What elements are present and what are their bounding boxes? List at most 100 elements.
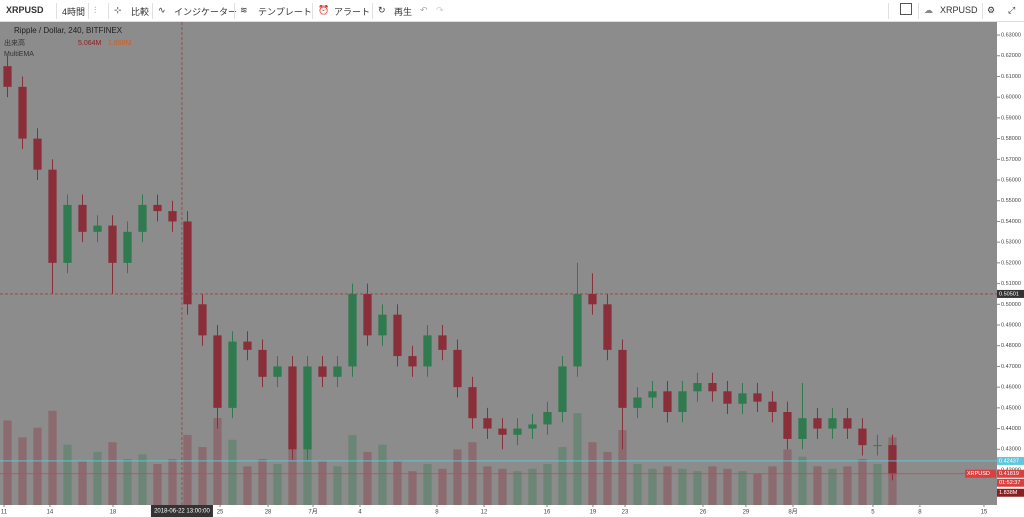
volume-tag (997, 488, 1024, 497)
volume-bar (348, 434, 357, 505)
volume-bar (168, 459, 177, 505)
candle-body (168, 211, 177, 222)
y-tick-label: 0.54000 (1001, 219, 1021, 225)
volume-bar (753, 473, 762, 505)
candle-body (273, 366, 282, 377)
x-tick-label: 8月 (788, 509, 797, 516)
candle-body (138, 204, 147, 232)
volume-bar (783, 449, 792, 505)
chart-style[interactable]: ⫶ (94, 5, 97, 15)
volume-bar (798, 456, 807, 505)
candle-body (258, 349, 267, 377)
volume-bar (513, 471, 522, 505)
candle-body (843, 418, 852, 429)
volume-bar (228, 439, 237, 505)
volume-bar (288, 422, 297, 505)
candle-body (483, 418, 492, 429)
candle-body (288, 366, 297, 450)
settings[interactable]: ⚙ (987, 5, 996, 15)
price-tag-label: 0.42437 (999, 458, 1019, 464)
candle-body (408, 356, 417, 367)
volume-bar (738, 471, 747, 505)
volume-bar (663, 466, 672, 505)
candle-body (108, 225, 117, 263)
volume-bar (243, 466, 252, 505)
volume-bar (393, 461, 402, 505)
volume-bar (618, 430, 627, 505)
volume-bar (858, 459, 867, 505)
candle-body (828, 418, 837, 429)
candle-body (498, 428, 507, 435)
volume-bar (408, 471, 417, 505)
symbol-tag (965, 469, 996, 478)
replay[interactable]: 再生 (394, 7, 413, 17)
candle-body (753, 393, 762, 402)
volume-bar (333, 466, 342, 505)
candle-body (468, 387, 477, 419)
volume-bar (678, 468, 687, 505)
x-tick-label: 16 (544, 510, 551, 516)
candle-body (18, 86, 27, 139)
candle-body (33, 138, 42, 170)
volume-bar (453, 449, 462, 505)
y-tick-label: 0.62000 (1001, 53, 1021, 59)
compare[interactable]: 比較 (131, 7, 150, 17)
candle-body (93, 225, 102, 232)
candle-body (63, 204, 72, 263)
layout-button[interactable] (900, 3, 912, 15)
volume-legend: 出来高 (4, 38, 25, 47)
candle-body (453, 349, 462, 388)
x-tick-label: 15 (981, 510, 988, 516)
candle-body (318, 366, 327, 377)
volume-bar (33, 427, 42, 505)
candle-body (693, 383, 702, 392)
candle-body (768, 401, 777, 413)
x-tick-label: 29 (743, 510, 750, 516)
volume-bar (603, 451, 612, 505)
volume-bar (813, 466, 822, 505)
y-tick-label: 0.49000 (1001, 322, 1021, 328)
volume-bar (708, 466, 717, 505)
volume-bar (378, 444, 387, 505)
layout-symbol[interactable]: XRPUSD (940, 5, 978, 15)
candle-body (633, 397, 642, 408)
templates[interactable]: テンプレート (258, 7, 312, 17)
volume-bar (3, 420, 12, 505)
symbol-tag-label: XRPUSD (967, 471, 990, 477)
candle-body (783, 412, 792, 439)
chart: Ripple / Dollar, 240, BITFINEX 出来高 5.064… (0, 22, 1024, 517)
volume-bar (543, 463, 552, 505)
indicators[interactable]: インジケーター (174, 7, 238, 17)
volume-bar (153, 463, 162, 505)
fullscreen[interactable]: ⤢ (1008, 5, 1016, 15)
candle-body (243, 341, 252, 350)
candle-body (558, 366, 567, 413)
candle-body (678, 391, 687, 413)
candle-body (708, 383, 717, 392)
volume-bar (483, 466, 492, 505)
candle-body (303, 366, 312, 450)
interval[interactable]: 4時間 (62, 7, 86, 17)
volume-bar (573, 413, 582, 505)
symbol[interactable]: XRPUSD (6, 5, 44, 15)
volume-ma-value: 1.868M (108, 40, 132, 47)
redo[interactable]: ↷ (436, 5, 444, 15)
alert[interactable]: アラート (334, 7, 371, 17)
volume-bar (558, 447, 567, 505)
candle-body (723, 391, 732, 404)
y-tick-label: 0.47000 (1001, 364, 1021, 370)
volume-bar (138, 454, 147, 505)
candle-body (603, 304, 612, 350)
crosshair-x-label: 2018-06-22 13:00:00 (154, 509, 210, 515)
candle-body (3, 66, 12, 87)
volume-bar (303, 432, 312, 505)
candle-body (333, 366, 342, 377)
y-tick-label: 0.53000 (1001, 240, 1021, 246)
toolbar: XRPUSD 4時間 ⫶ ⊹ 比較 ∿ インジケーター ≋ テンプレート ⏰ ア… (0, 0, 1024, 22)
undo[interactable]: ↶ (420, 5, 428, 15)
candle-body (378, 314, 387, 336)
x-tick-label: 14 (47, 510, 54, 516)
volume-bar (48, 410, 57, 505)
volume-bar (183, 434, 192, 505)
y-tick-label: 0.52000 (1001, 260, 1021, 266)
